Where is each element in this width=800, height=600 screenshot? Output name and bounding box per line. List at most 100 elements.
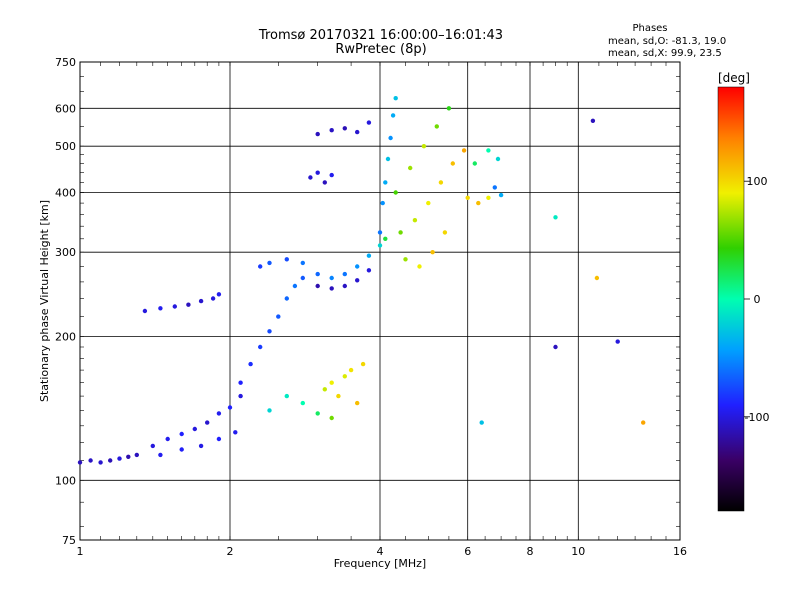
data-point — [390, 113, 396, 118]
phase-stats-x: mean, sd,X: 99.9, 23.5 — [608, 48, 722, 59]
data-point — [465, 195, 470, 200]
data-point — [446, 106, 452, 111]
data-point — [421, 144, 427, 149]
y-tick-label: 500 — [55, 140, 76, 153]
data-point — [216, 411, 222, 416]
data-point — [248, 361, 253, 367]
colorbar-gradient — [717, 86, 745, 512]
plot-area — [77, 61, 681, 541]
data-point — [486, 148, 491, 153]
data-point — [267, 260, 272, 266]
data-point — [292, 283, 298, 289]
data-points — [77, 96, 646, 465]
y-tick-label: 75 — [62, 534, 76, 547]
data-point — [342, 374, 347, 379]
data-point — [165, 436, 170, 442]
data-point — [355, 264, 360, 269]
data-point — [315, 283, 320, 289]
data-point — [388, 135, 393, 141]
data-point — [117, 456, 122, 461]
data-point — [179, 431, 184, 437]
data-point — [267, 329, 272, 334]
data-point — [258, 264, 263, 269]
data-point — [108, 458, 113, 463]
data-point — [210, 296, 216, 301]
data-point — [216, 436, 222, 442]
data-point — [355, 400, 360, 406]
data-point — [258, 344, 263, 350]
y-tick-label: 100 — [55, 474, 76, 487]
data-point — [355, 129, 360, 135]
data-point — [300, 275, 305, 281]
data-point — [284, 296, 289, 301]
data-point — [198, 443, 204, 449]
data-point — [308, 175, 313, 180]
data-point — [553, 215, 558, 220]
data-point — [442, 230, 448, 235]
data-point — [98, 460, 103, 465]
data-point — [366, 120, 372, 125]
data-point — [377, 230, 383, 235]
x-tick-label: 10 — [571, 545, 585, 558]
x-tick-label: 8 — [527, 545, 534, 558]
x-tick-label: 1 — [77, 545, 84, 558]
colorbar-tick-label: 0 — [754, 293, 761, 306]
data-point — [383, 180, 388, 185]
data-point — [450, 161, 455, 166]
x-tick-label: 2 — [227, 545, 234, 558]
data-point — [158, 306, 163, 311]
y-tick-label: 400 — [55, 187, 76, 200]
data-point — [172, 304, 177, 309]
data-point — [158, 452, 163, 458]
x-tick-label: 6 — [464, 545, 471, 558]
data-point — [486, 195, 491, 200]
data-point — [377, 243, 383, 248]
colorbar-ticks: 100 0 -100 — [744, 175, 769, 424]
data-point — [315, 411, 320, 416]
y-axis-ticks: 75 100 200 300 400 500 600 750 — [55, 56, 76, 547]
grid-lines — [80, 62, 680, 540]
data-point — [403, 257, 408, 262]
data-point — [342, 126, 347, 131]
data-point — [216, 292, 222, 297]
data-point — [179, 447, 184, 452]
minor-ticks — [80, 62, 680, 540]
data-point — [360, 361, 366, 367]
data-point — [366, 268, 372, 273]
data-point — [315, 271, 320, 277]
data-point — [126, 454, 131, 459]
data-point — [476, 200, 481, 206]
data-point — [355, 278, 360, 283]
data-point — [408, 165, 413, 171]
data-point — [430, 250, 435, 255]
data-point — [329, 415, 334, 421]
data-point — [198, 298, 204, 304]
data-point — [380, 200, 385, 206]
data-point — [205, 420, 210, 425]
data-point — [438, 180, 444, 185]
data-point — [315, 131, 320, 137]
phase-stats-header: Phases — [632, 23, 667, 34]
data-point — [553, 344, 558, 350]
colorbar-tick-label: -100 — [745, 411, 770, 424]
data-point — [417, 264, 422, 269]
data-point — [300, 400, 305, 406]
data-point — [329, 286, 334, 291]
x-tick-label: 4 — [377, 545, 384, 558]
y-tick-label: 600 — [55, 102, 76, 115]
data-point — [233, 430, 238, 435]
data-point — [238, 380, 243, 385]
data-point — [641, 420, 646, 425]
data-point — [426, 200, 431, 206]
data-point — [276, 314, 281, 319]
data-point — [385, 156, 391, 162]
colorbar-label: [deg] — [718, 71, 750, 85]
data-point — [498, 192, 504, 198]
data-point — [322, 180, 327, 185]
data-point — [393, 96, 398, 101]
data-point — [238, 393, 243, 399]
data-point — [590, 118, 596, 124]
data-point — [284, 257, 289, 262]
data-point — [88, 458, 93, 463]
